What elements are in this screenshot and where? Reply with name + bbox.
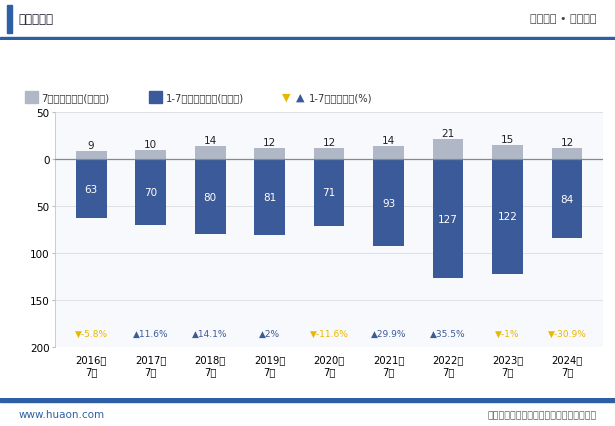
Text: ▲2%: ▲2% (259, 328, 280, 338)
Text: 63: 63 (84, 184, 98, 194)
Text: 1-7月进出口总额(亿美元): 1-7月进出口总额(亿美元) (165, 93, 244, 103)
Bar (373, 160, 404, 247)
Text: 127: 127 (438, 214, 458, 224)
Text: ▼: ▼ (282, 92, 291, 102)
Text: 80: 80 (204, 192, 216, 202)
Bar (25, 92, 38, 104)
Text: 1-7月同比增速(%): 1-7月同比增速(%) (309, 93, 373, 103)
Bar (314, 149, 344, 160)
Text: ▼-11.6%: ▼-11.6% (309, 328, 349, 338)
Text: 81: 81 (263, 193, 276, 203)
Bar (552, 149, 582, 160)
Text: 122: 122 (498, 212, 517, 222)
Bar (135, 150, 166, 160)
Text: 12: 12 (322, 138, 336, 147)
Text: ▲11.6%: ▲11.6% (133, 328, 169, 338)
Bar (254, 160, 285, 236)
Text: ▼-1%: ▼-1% (495, 328, 520, 338)
Text: 14: 14 (204, 135, 216, 146)
Bar (194, 160, 226, 235)
Text: ▲: ▲ (296, 92, 304, 102)
Bar (432, 160, 464, 279)
Bar (76, 151, 106, 160)
Bar (254, 149, 285, 160)
Bar (0, 38, 615, 40)
Bar (7, 6, 12, 35)
Bar (76, 160, 106, 219)
Text: ▲35.5%: ▲35.5% (430, 328, 466, 338)
Text: 2016-2024年7月江西省外商投资企业进出口总额: 2016-2024年7月江西省外商投资企业进出口总额 (167, 53, 448, 71)
Bar (135, 160, 166, 225)
Text: 9: 9 (88, 140, 94, 150)
Bar (0, 398, 615, 402)
Bar (373, 147, 404, 160)
Text: ▲14.1%: ▲14.1% (192, 328, 228, 338)
Bar (492, 146, 523, 160)
Text: 资料来源：中国海关，华经产业研究院整理: 资料来源：中国海关，华经产业研究院整理 (487, 410, 597, 419)
Text: 15: 15 (501, 135, 514, 144)
Text: ▲29.9%: ▲29.9% (371, 328, 407, 338)
Text: 14: 14 (382, 135, 395, 146)
Bar (149, 92, 162, 104)
Text: 93: 93 (382, 199, 395, 208)
Text: 专业严谨 • 客观科学: 专业严谨 • 客观科学 (530, 14, 597, 24)
Text: 21: 21 (442, 129, 454, 139)
Bar (314, 160, 344, 226)
Text: 12: 12 (560, 138, 574, 147)
Bar (492, 160, 523, 274)
Bar (552, 160, 582, 239)
Text: 71: 71 (322, 188, 336, 198)
Text: 7月进出口总额(亿美元): 7月进出口总额(亿美元) (41, 93, 109, 103)
Text: www.huaon.com: www.huaon.com (18, 409, 105, 419)
Bar (432, 140, 464, 160)
Text: ▼-30.9%: ▼-30.9% (547, 328, 587, 338)
Text: 10: 10 (144, 139, 157, 149)
Text: 华经情报网: 华经情报网 (18, 13, 54, 26)
Text: 84: 84 (560, 194, 574, 204)
Bar (194, 147, 226, 160)
Text: 70: 70 (144, 187, 157, 198)
Text: ▼-5.8%: ▼-5.8% (74, 328, 108, 338)
Text: 12: 12 (263, 138, 276, 147)
